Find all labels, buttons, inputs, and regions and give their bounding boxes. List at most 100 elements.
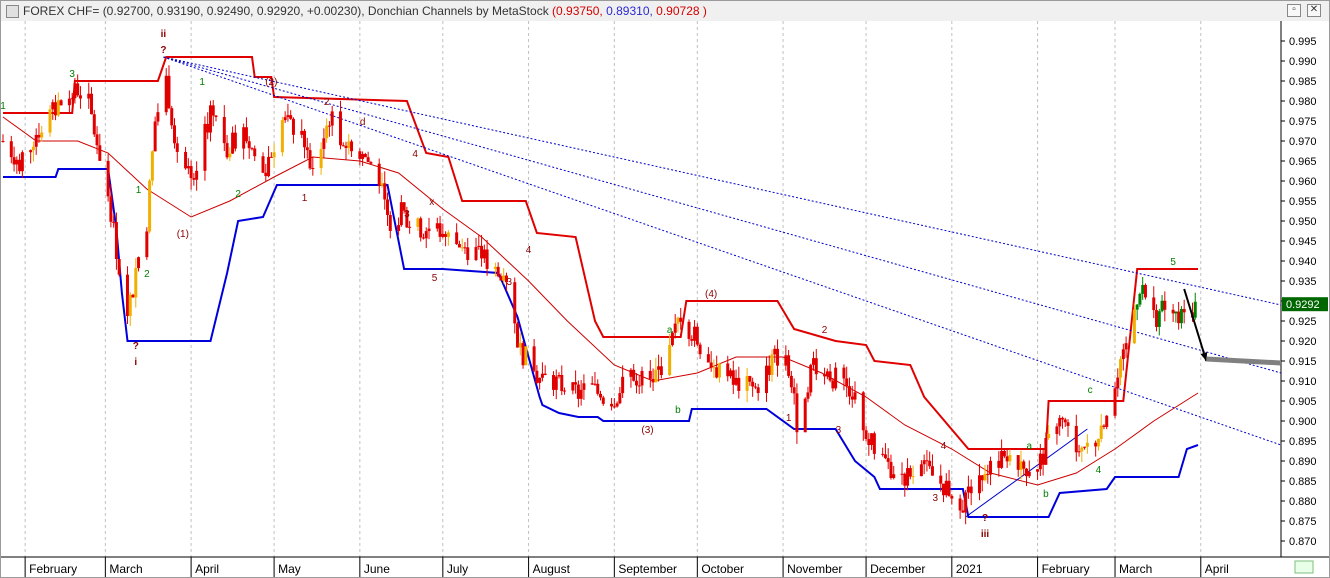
price-bar-body (12, 157, 16, 165)
price-bar-body (737, 377, 741, 391)
wave-label: 3 (932, 493, 938, 504)
price-bar-body (76, 83, 80, 96)
price-bar-body (211, 105, 215, 116)
price-bar-body (496, 266, 500, 277)
price-bar-body (687, 321, 691, 339)
price-bar-body (1135, 304, 1139, 310)
price-bar-body (1141, 284, 1145, 294)
price-bar-body (582, 383, 586, 390)
price-bar-body (621, 376, 625, 394)
price-bar-body (853, 392, 857, 400)
price-bar-body (206, 123, 210, 133)
price-bar-body (358, 151, 362, 159)
price-bar-body (599, 393, 603, 398)
price-bar-body (640, 370, 644, 386)
price-bar-body (889, 461, 893, 479)
chart-title: FOREX CHF= (0.92700, 0.93190, 0.92490, 0… (23, 1, 707, 21)
price-chart[interactable]: 0.995 0.990 0.985 0.980 0.975 0.970 0.965 0.960… (1, 21, 1329, 577)
price-bar-body (427, 228, 431, 232)
price-bar-body (1058, 417, 1062, 427)
price-bar-body (966, 486, 970, 493)
price-bar-body (264, 172, 268, 177)
price-bar-body (474, 247, 478, 261)
price-bar-body (499, 276, 503, 281)
price-bar-body (109, 196, 113, 222)
price-bar-body (253, 148, 257, 157)
price-bar-body (305, 147, 309, 151)
symbol-name: FOREX CHF= (23, 4, 100, 18)
wave-label: b (675, 405, 681, 416)
price-bar-body (56, 100, 60, 116)
price-bar-body (764, 365, 768, 394)
price-bar-body (657, 366, 661, 370)
month-label: November (787, 562, 842, 576)
price-bar-body (1179, 309, 1183, 324)
price-bar-body (419, 218, 423, 238)
price-bar-body (734, 377, 738, 385)
price-bar-body (518, 343, 522, 348)
resistance-trendline (163, 56, 1282, 374)
upper-band-value: 0.93750, (556, 4, 603, 18)
price-bar-body (397, 225, 401, 231)
price-bar-body (576, 384, 580, 399)
middle-band-value: 0.90728 (656, 4, 700, 18)
wave-label: (4) (705, 289, 717, 300)
price-bar-body (867, 438, 871, 446)
y-tick-label: 0.920 (1289, 336, 1317, 348)
price-bar-body (601, 397, 605, 404)
price-bar-body (386, 199, 390, 215)
price-bar-body (203, 123, 207, 171)
price-bar-body (502, 275, 506, 281)
price-bar-body (1047, 434, 1051, 439)
price-bar-body (795, 393, 799, 433)
price-bar-body (784, 355, 788, 366)
price-bar-body (789, 375, 793, 388)
month-label: December (870, 562, 925, 576)
price-bar-body (361, 154, 365, 159)
price-bar-body (980, 475, 984, 481)
price-bar-body (222, 117, 226, 144)
restore-button[interactable]: ▫ (1287, 4, 1301, 17)
price-bar-body (457, 244, 461, 248)
price-bar-body (1002, 450, 1006, 457)
annotation-layer: 0.9292 (1183, 288, 1328, 574)
price-bar-body (593, 383, 597, 385)
price-bar-body (112, 221, 116, 223)
price-bar-body (59, 100, 63, 106)
y-tick-label: 0.975 (1289, 116, 1317, 128)
y-tick-label: 0.985 (1289, 76, 1317, 88)
price-bar-body (1077, 451, 1081, 453)
price-bar-body (648, 370, 652, 379)
price-bar-body (1157, 311, 1161, 327)
price-bar-body (231, 132, 235, 154)
price-bar-body (408, 226, 412, 228)
wave-label: 4 (526, 245, 532, 256)
price-bar-body (186, 166, 190, 169)
price-bar-body (745, 376, 749, 391)
wave-label: b (1043, 489, 1049, 500)
price-bar-body (748, 376, 752, 382)
price-bar-body (20, 152, 24, 172)
price-bar-body (997, 460, 1001, 468)
donchian-bands-layer (3, 56, 1199, 518)
close-button[interactable]: ✕ (1307, 4, 1321, 17)
price-bar-body (480, 245, 484, 259)
price-bar-body (366, 157, 370, 163)
chart-window-icon (6, 5, 19, 18)
price-bar-body (114, 222, 118, 259)
price-bar-body (92, 114, 96, 135)
ohlc-values: (0.92700, 0.93190, 0.92490, 0.92920, +0.… (102, 4, 365, 18)
price-bar-body (330, 111, 334, 126)
price-bar-body (847, 386, 851, 397)
price-bar-body (1094, 442, 1098, 447)
price-bar-body (864, 430, 868, 439)
price-bar-body (424, 231, 428, 239)
price-bar-body (881, 453, 885, 455)
chart-title-bar[interactable]: FOREX CHF= (0.92700, 0.93190, 0.92490, 0… (1, 1, 1329, 22)
price-bar-body (574, 382, 578, 385)
y-tick-label: 0.950 (1289, 216, 1317, 228)
price-bar-body (540, 373, 544, 378)
price-bar-body (438, 223, 442, 237)
price-bar-body (444, 233, 448, 237)
price-bar-body (167, 75, 171, 109)
